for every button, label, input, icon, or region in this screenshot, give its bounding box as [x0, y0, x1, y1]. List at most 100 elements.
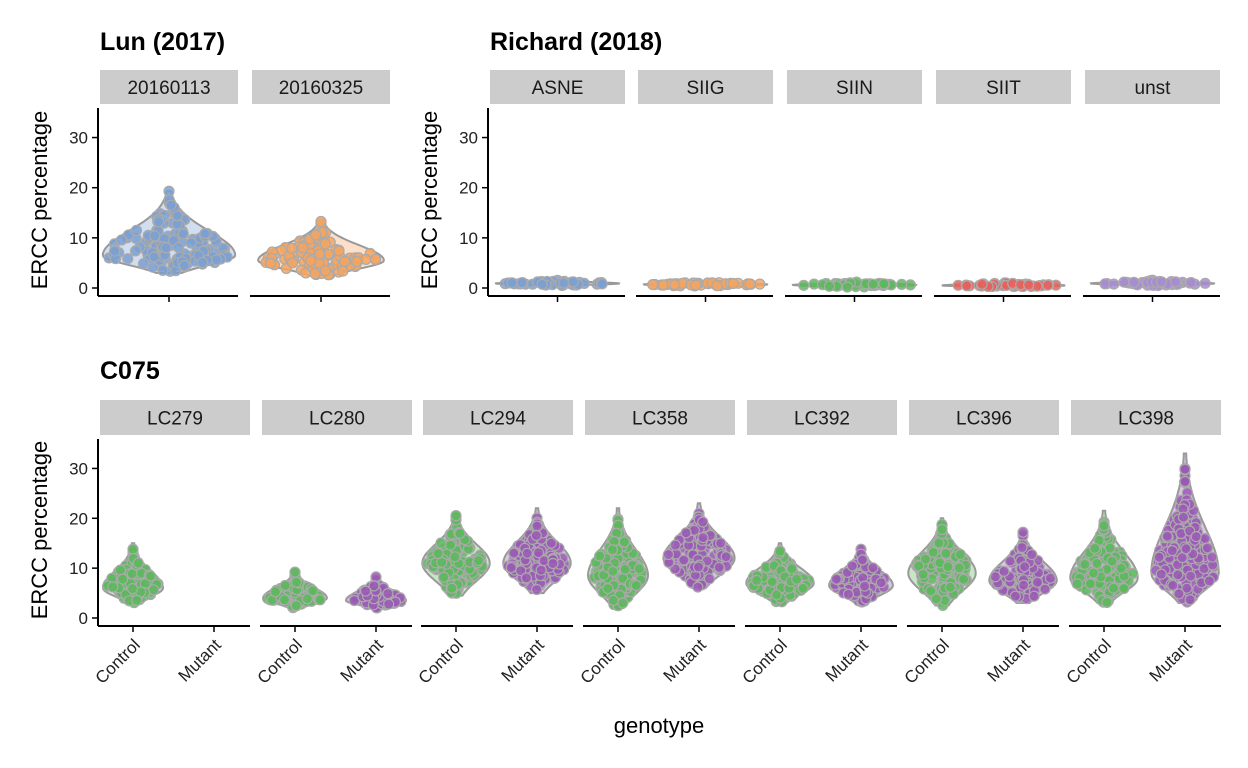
data-point [606, 544, 619, 556]
data-point [314, 594, 326, 606]
panel-asne: ASNE [488, 70, 625, 302]
data-point [602, 582, 614, 595]
data-point [1039, 583, 1051, 595]
data-point [446, 582, 458, 594]
data-points [647, 277, 766, 292]
data-point [1098, 520, 1110, 532]
facet-label: 20160113 [127, 78, 210, 99]
data-point [692, 561, 705, 573]
data-point [940, 547, 952, 560]
data-points [746, 545, 815, 608]
data-points [1150, 462, 1220, 608]
data-point [1177, 511, 1190, 523]
data-point [290, 600, 302, 612]
data-point [444, 539, 457, 551]
panel-lc398: LC398 Control Mutant [1063, 400, 1221, 688]
data-point [1115, 562, 1127, 574]
data-point [196, 256, 209, 269]
data-point [1181, 582, 1193, 594]
x-tick-label: Mutant [1146, 635, 1196, 685]
data-point [1044, 572, 1057, 584]
data-point [1026, 548, 1038, 561]
data-point [1023, 279, 1035, 291]
data-point [751, 574, 763, 587]
data-point [269, 586, 281, 598]
data-points [262, 566, 326, 614]
data-point [558, 277, 570, 289]
data-point [998, 565, 1010, 577]
data-points [1099, 274, 1211, 292]
data-point [145, 570, 157, 582]
data-point [680, 527, 692, 539]
data-point [314, 248, 326, 260]
facet-label: LC280 [309, 409, 365, 430]
data-point [841, 281, 854, 293]
y-axis-title-c075: ERCC percentage [27, 441, 52, 620]
data-point [1089, 542, 1101, 555]
data-points [102, 543, 164, 609]
data-point [310, 229, 322, 241]
data-point [505, 562, 517, 574]
data-point [276, 244, 288, 256]
panel-20160113: 20160113 [98, 70, 238, 302]
data-point [842, 588, 855, 600]
y-tick-label: 20 [69, 179, 88, 198]
data-point [131, 594, 143, 607]
facet-label: SIIT [986, 78, 1021, 99]
data-point [472, 554, 485, 567]
data-point [307, 584, 319, 597]
data-point [360, 585, 372, 597]
data-points [348, 571, 407, 614]
data-point [1203, 575, 1215, 587]
data-point [339, 255, 351, 267]
y-tick-label: 20 [459, 179, 478, 198]
data-points [952, 277, 1062, 293]
data-point [858, 580, 871, 592]
data-point [989, 571, 1002, 583]
data-point [1128, 276, 1140, 288]
data-point [368, 580, 380, 592]
data-point [662, 548, 675, 561]
panel-lc294: LC294 Control Mutant [415, 400, 573, 688]
panel-unst: unst [1083, 70, 1220, 302]
y-tick-label: 20 [69, 509, 88, 528]
x-tick-label: Control [739, 635, 791, 687]
data-point [122, 253, 134, 265]
x-tick-label: Control [1063, 635, 1115, 687]
data-point [1173, 588, 1185, 600]
data-point [797, 582, 809, 594]
data-point [319, 238, 331, 250]
facet-strip [252, 70, 390, 104]
data-point [715, 537, 727, 549]
data-point [786, 563, 798, 575]
data-point [1016, 541, 1028, 554]
data-points [798, 276, 917, 293]
panel-lc279: LC279 Control Mutant [92, 400, 250, 688]
data-point [1031, 576, 1044, 588]
data-point [149, 230, 161, 242]
chart-title-richard: Richard (2018) [490, 28, 662, 56]
data-point [516, 277, 528, 289]
data-point [148, 251, 160, 263]
facet-strip [585, 400, 735, 435]
facet-strip [1071, 400, 1221, 435]
data-point [1155, 276, 1168, 288]
facet-strip [1085, 70, 1220, 104]
data-point [878, 278, 890, 290]
facet-strip [909, 400, 1059, 435]
data-point [126, 582, 139, 595]
data-point [867, 278, 879, 290]
data-point [1169, 276, 1182, 288]
data-point [454, 527, 466, 540]
facet-label: SIIN [836, 78, 873, 99]
data-point [961, 280, 973, 292]
y-tick-label: 10 [69, 229, 88, 248]
data-point [1118, 582, 1130, 595]
data-point [289, 566, 301, 578]
data-point [536, 278, 548, 290]
data-point [438, 571, 450, 583]
data-point [286, 257, 299, 269]
data-point [617, 597, 629, 609]
data-point [383, 598, 395, 610]
facet-strip [787, 70, 922, 104]
